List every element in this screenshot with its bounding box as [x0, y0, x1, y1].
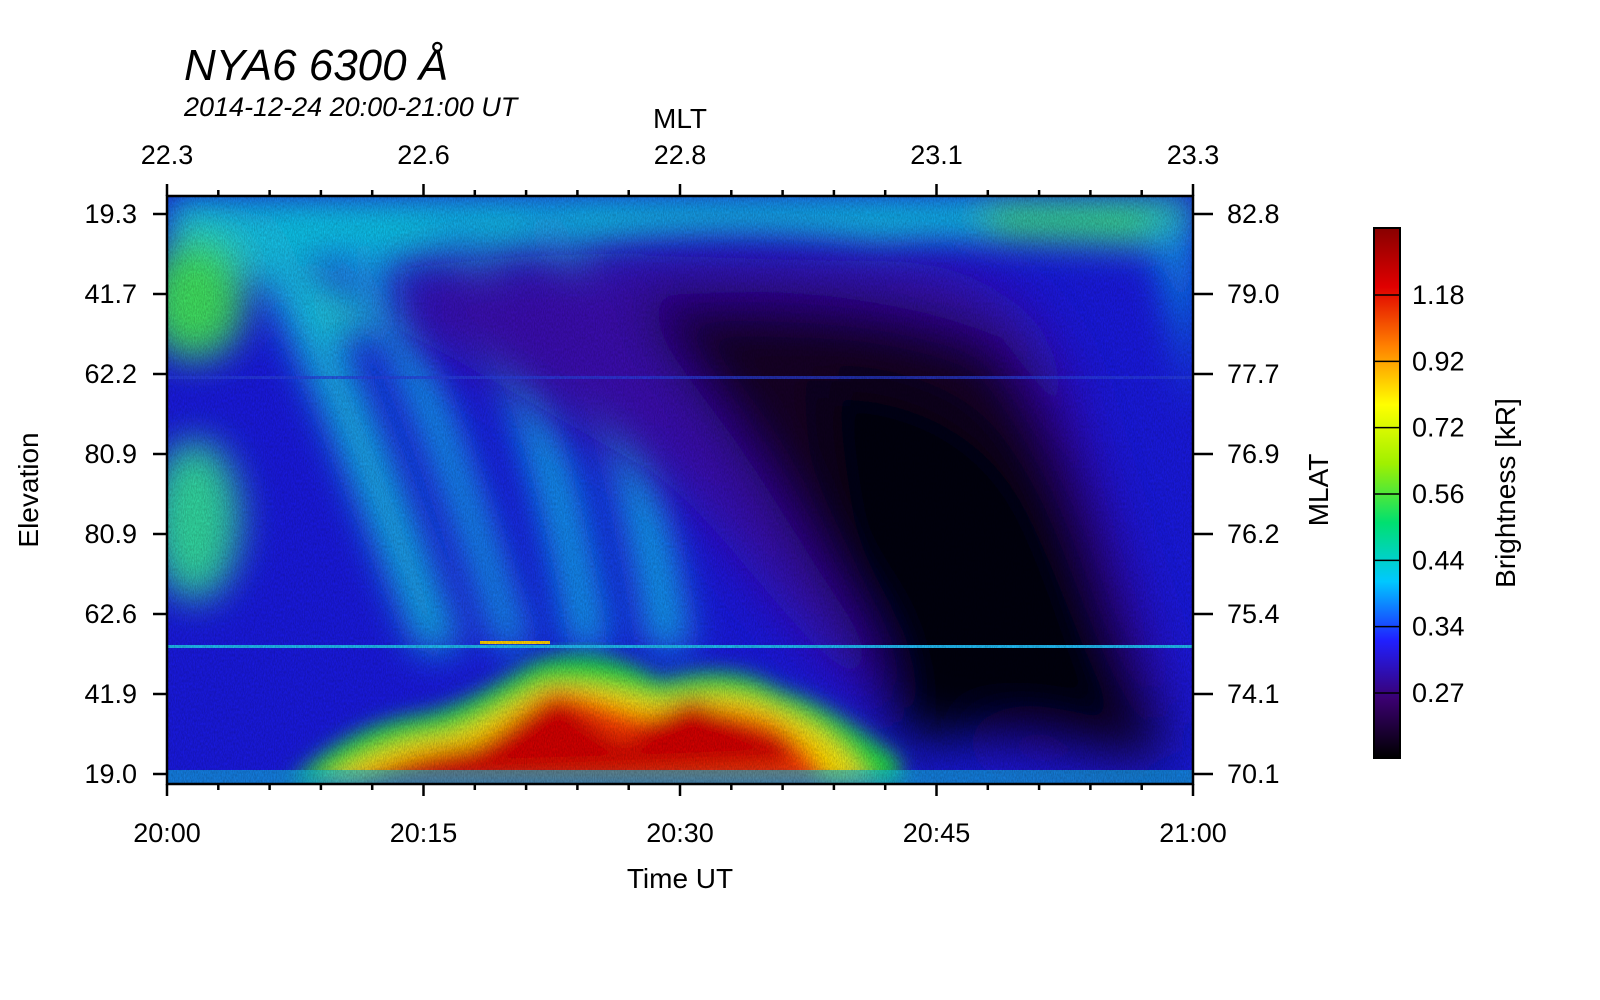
y-right-tick-label: 79.0 — [1227, 279, 1280, 309]
y-left-tick-label: 62.2 — [84, 359, 137, 389]
x-tick-label: 21:00 — [1159, 818, 1227, 848]
colorbar-tick-label: 1.18 — [1412, 280, 1465, 310]
y-left-tick-label: 41.7 — [84, 279, 137, 309]
y-right-tick-label: 74.1 — [1227, 679, 1280, 709]
colorbar-tick-label: 0.27 — [1412, 678, 1465, 708]
axes-layer: 20:00 20:15 20:30 20:45 21:00 Time UT 22.3 22.6… — [13, 103, 1334, 894]
x-top-tick-label: 22.6 — [397, 140, 450, 170]
colorbar-tick-label: 0.34 — [1412, 612, 1465, 642]
y-right-tick-label: 82.8 — [1227, 199, 1280, 229]
x-top-tick-label: 22.8 — [654, 140, 707, 170]
y-left-tick-label: 41.9 — [84, 679, 137, 709]
y-left-tick-label: 19.0 — [84, 759, 137, 789]
x-tick-label: 20:00 — [133, 818, 201, 848]
colorbar-label: Brightness [kR] — [1490, 398, 1521, 588]
x-top-tick-label: 23.3 — [1167, 140, 1220, 170]
y-left-tick-label: 80.9 — [84, 439, 137, 469]
y-left-tick-label: 19.3 — [84, 199, 137, 229]
y-right-tick-label: 77.7 — [1227, 359, 1280, 389]
colorbar — [1373, 227, 1401, 759]
y-right-tick-label: 76.2 — [1227, 519, 1280, 549]
y-left-tick-label: 62.6 — [84, 599, 137, 629]
chart-title: NYA6 6300 Å — [184, 41, 449, 90]
x-tick-label: 20:45 — [903, 818, 971, 848]
x-tick-label: 20:30 — [646, 818, 714, 848]
chart-subtitle: 2014-12-24 20:00-21:00 UT — [184, 92, 518, 122]
y-right-tick-label: 76.9 — [1227, 439, 1280, 469]
y-left-tick-label: 80.9 — [84, 519, 137, 549]
colorbar-tick-label: 0.72 — [1412, 413, 1465, 443]
y-right-axis-label: MLAT — [1303, 454, 1334, 527]
x-axis-label: Time UT — [627, 863, 733, 894]
colorbar-tick-label: 0.92 — [1412, 346, 1465, 376]
y-left-axis-label: Elevation — [13, 432, 44, 547]
colorbar-ticks: 1.18 0.92 0.72 0.56 0.44 0.34 0.27 Brightness [… — [1374, 280, 1521, 708]
colorbar-tick-label: 0.56 — [1412, 479, 1465, 509]
x-tick-label: 20:15 — [390, 818, 458, 848]
y-right-tick-label: 70.1 — [1227, 759, 1280, 789]
x-top-tick-label: 22.3 — [141, 140, 194, 170]
heatmap-image — [167, 196, 1193, 784]
x-top-axis-label: MLT — [653, 103, 707, 134]
colorbar-tick-label: 0.44 — [1412, 545, 1465, 575]
y-right-tick-label: 75.4 — [1227, 599, 1280, 629]
x-top-tick-label: 23.1 — [910, 140, 963, 170]
